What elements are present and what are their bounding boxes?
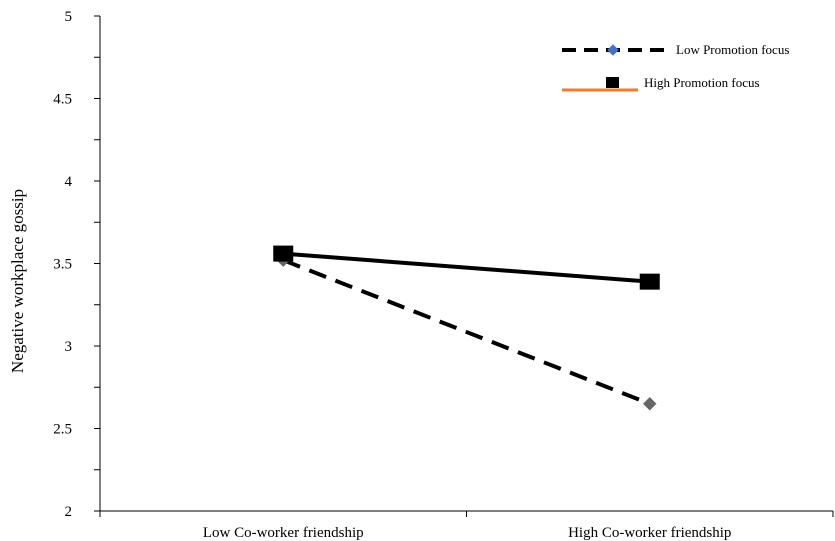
legend-item: Low Promotion focus [562,42,789,57]
y-tick-label: 5 [65,9,73,25]
y-tick-label: 4.5 [53,92,72,108]
series-high-promotion-focus [273,245,660,290]
y-axis-ticks: 2 2.5 3 3.5 4 4.5 5 [53,9,100,520]
legend-marker-swatch [606,77,619,88]
legend-label: Low Promotion focus [676,42,789,57]
series-line [283,251,650,284]
plot-series [273,245,660,411]
x-axis-ticks: Low Co-worker friendship High Co-worker f… [99,511,834,541]
legend-label: High Promotion focus [644,75,760,90]
x-category-label: High Co-worker friendship [568,525,731,541]
y-tick-label: 4 [65,174,73,190]
legend-item: High Promotion focus [562,75,760,92]
data-point-marker [639,273,660,290]
legend-marker-swatch [607,44,619,56]
y-axis-label: Negative workplace gossip [8,189,27,373]
data-point-marker [643,397,657,411]
data-point-marker [273,245,294,262]
y-tick-label: 2.5 [53,422,72,438]
series-line [282,258,651,406]
x-category-label: Low Co-worker friendship [203,525,364,541]
y-tick-label: 3.5 [53,257,72,273]
legend: Low Promotion focus High Promotion focus [562,42,789,92]
y-tick-label: 2 [65,504,73,520]
y-tick-label: 3 [65,339,73,355]
axes [99,16,833,512]
